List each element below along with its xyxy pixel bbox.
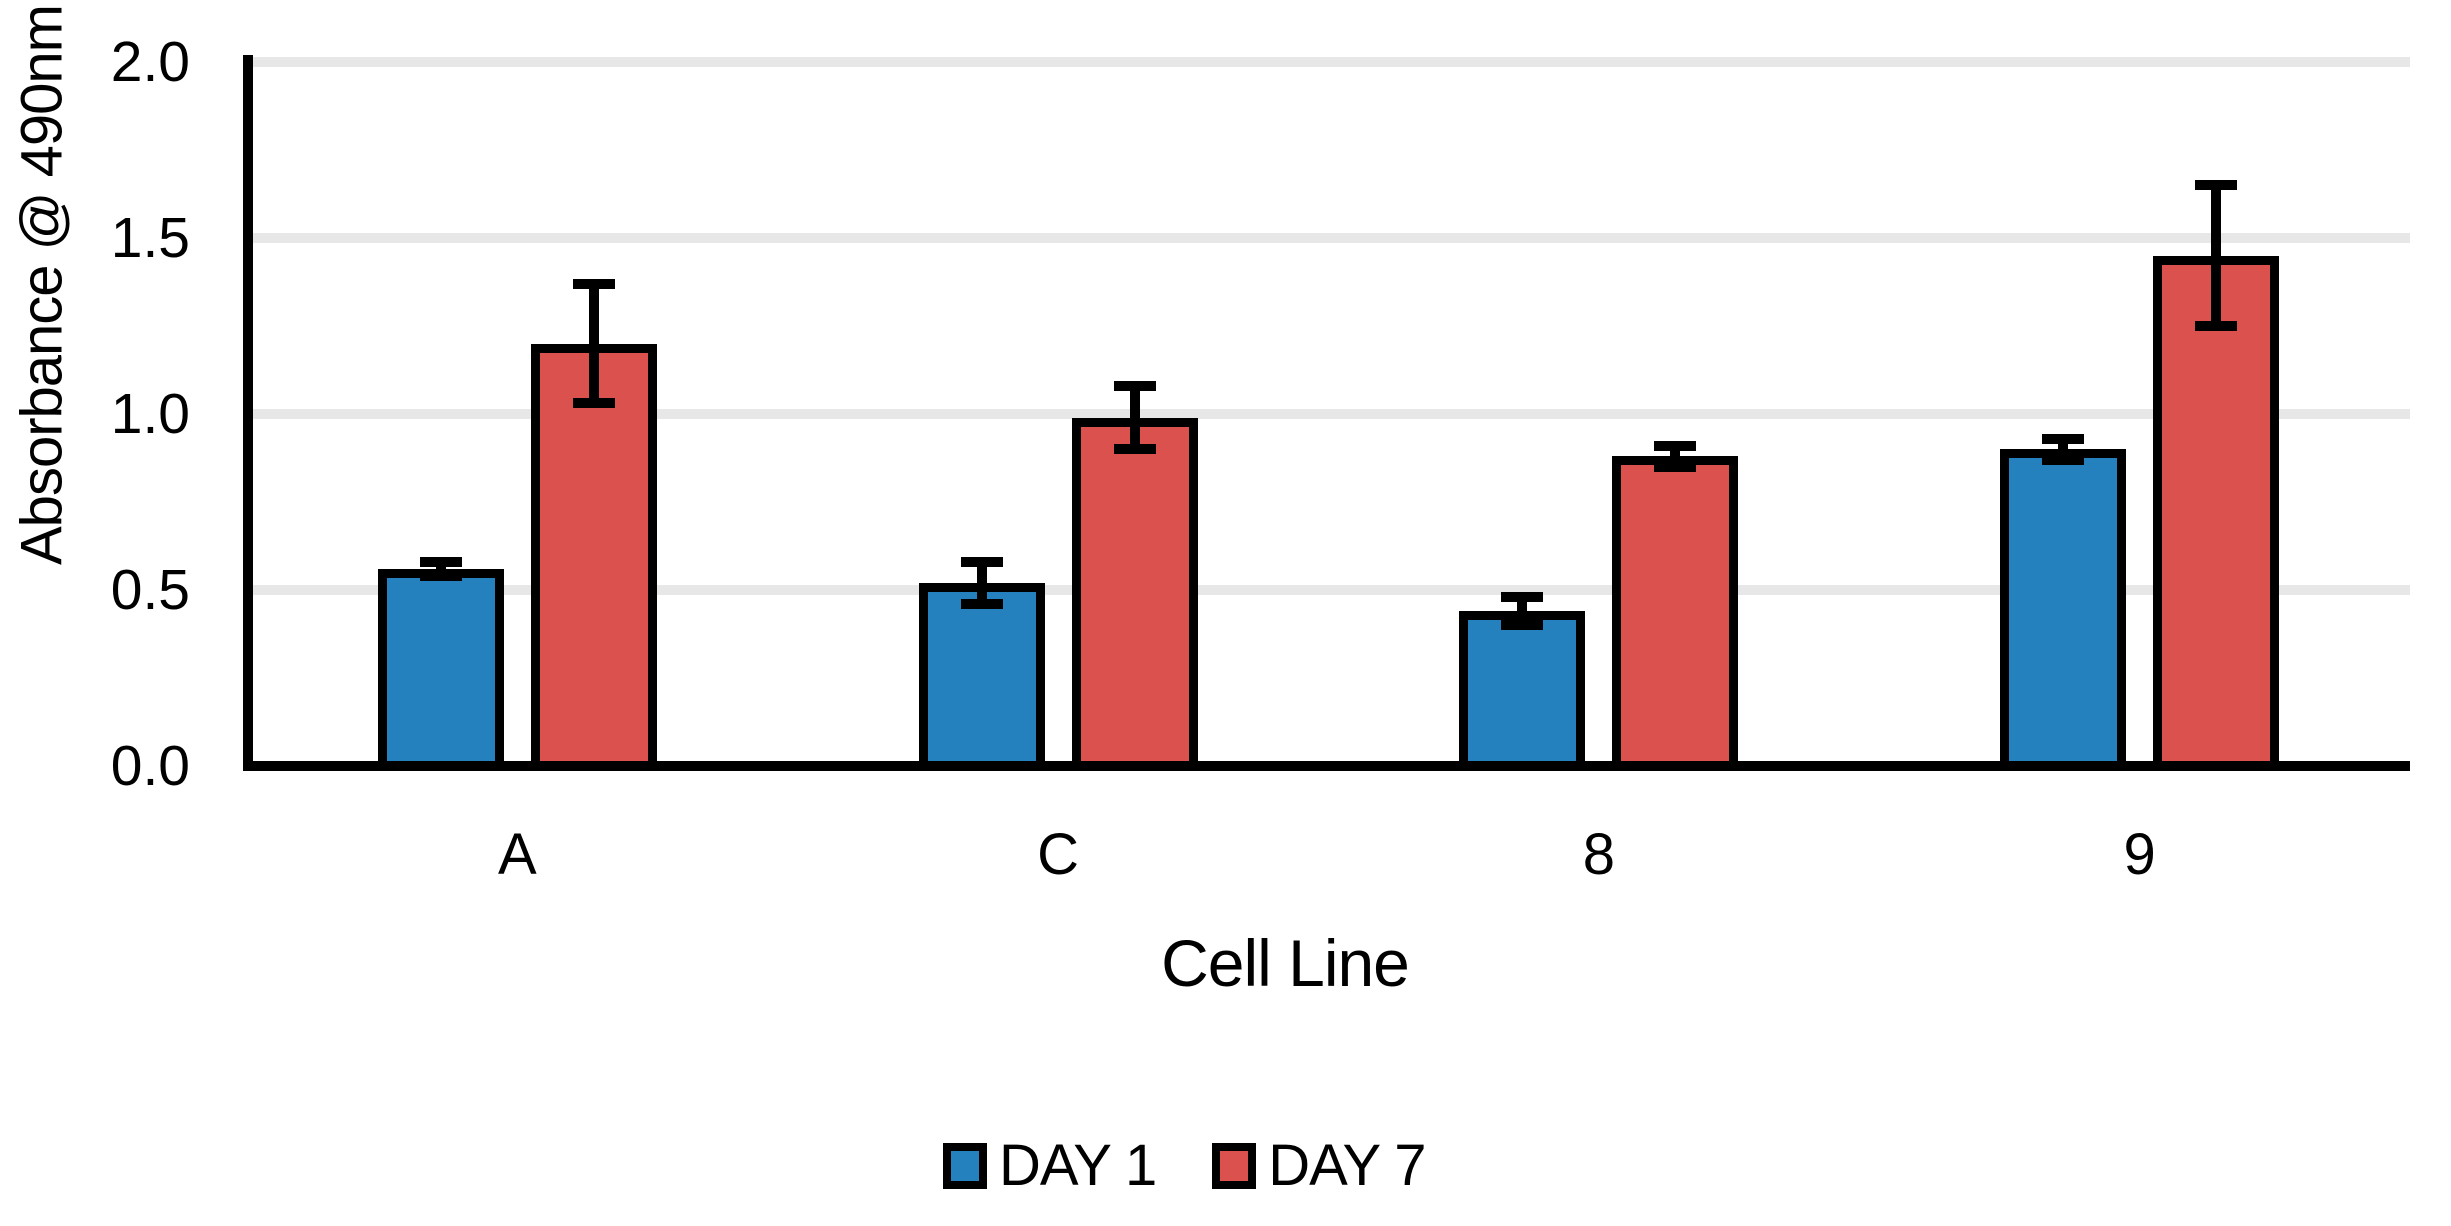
- y-tick-label-1.0: 1.0: [110, 382, 190, 446]
- bar-day-1-9: [2000, 449, 2127, 766]
- x-category-label-A: A: [498, 822, 537, 887]
- error-whisker-day-1-8: [1517, 597, 1528, 626]
- error-cap-top-day-7-C: [1113, 380, 1156, 391]
- error-whisker-day-1-9: [2058, 438, 2069, 460]
- error-cap-top-day-1-A: [419, 556, 462, 567]
- legend: DAY 1 DAY 7: [943, 1133, 1427, 1198]
- bar-day-7-C: [1071, 417, 1198, 766]
- bar-day-7-9: [2153, 255, 2280, 766]
- x-category-label-8: 8: [1582, 822, 1615, 887]
- x-category-label-9: 9: [2123, 822, 2156, 887]
- error-cap-top-day-7-A: [572, 278, 615, 289]
- legend-swatch-day-1: [943, 1143, 987, 1189]
- error-cap-top-day-7-9: [2195, 180, 2238, 191]
- error-cap-bottom-day-7-A: [572, 398, 615, 409]
- error-whisker-day-7-8: [1670, 445, 1681, 467]
- bar-day-1-C: [918, 582, 1045, 766]
- error-cap-bottom-day-7-9: [2195, 321, 2238, 331]
- x-axis-title: Cell Line: [1161, 926, 1410, 1000]
- legend-item-day-1: DAY 1: [943, 1133, 1157, 1198]
- error-cap-bottom-day-1-9: [2042, 454, 2085, 465]
- x-axis-line: [243, 761, 2410, 771]
- gridline-1.0: [253, 409, 2410, 419]
- gridline-2.0: [253, 57, 2410, 67]
- error-cap-top-day-1-C: [960, 556, 1003, 567]
- error-whisker-day-1-C: [976, 561, 987, 605]
- legend-swatch-day-7: [1212, 1143, 1257, 1189]
- y-tick-label-0.5: 0.5: [110, 558, 190, 622]
- y-tick-label-0.0: 0.0: [110, 734, 190, 798]
- error-cap-top-day-1-9: [2042, 433, 2085, 444]
- gridline-1.5: [253, 233, 2410, 243]
- bar-day-1-8: [1459, 611, 1586, 766]
- error-whisker-day-7-A: [588, 283, 599, 404]
- error-cap-bottom-day-7-8: [1654, 461, 1697, 472]
- error-cap-top-day-7-8: [1654, 440, 1697, 451]
- legend-item-day-7: DAY 7: [1212, 1133, 1427, 1198]
- error-whisker-day-7-C: [1129, 385, 1140, 450]
- error-whisker-day-7-9: [2211, 185, 2222, 326]
- bar-day-7-8: [1612, 456, 1739, 766]
- error-cap-bottom-day-7-C: [1113, 444, 1156, 455]
- error-cap-bottom-day-1-8: [1501, 620, 1544, 631]
- y-tick-label-1.5: 1.5: [110, 206, 190, 270]
- error-whisker-day-1-A: [435, 561, 446, 576]
- bar-day-1-A: [377, 568, 504, 766]
- legend-label-day-7: DAY 7: [1268, 1133, 1426, 1198]
- error-cap-top-day-1-8: [1501, 592, 1544, 603]
- y-axis-line: [243, 55, 253, 771]
- error-cap-bottom-day-1-C: [960, 599, 1003, 610]
- x-category-label-C: C: [1037, 822, 1080, 887]
- gridline-0.5: [253, 585, 2410, 595]
- legend-label-day-1: DAY 1: [999, 1133, 1157, 1198]
- y-tick-label-2.0: 2.0: [110, 30, 190, 94]
- error-cap-bottom-day-1-A: [419, 570, 462, 581]
